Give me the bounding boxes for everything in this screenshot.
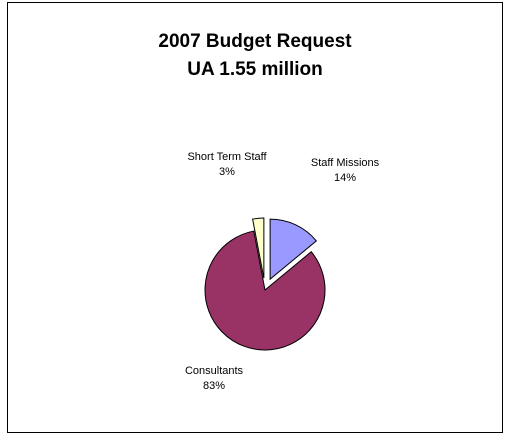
slice-value-label: 14% xyxy=(334,172,356,184)
pie-slice-consultants xyxy=(204,230,326,351)
pie-slice-short-term-staff xyxy=(252,217,265,279)
pie-slices xyxy=(204,217,326,351)
chart-frame: 2007 Budget Request UA 1.55 million xyxy=(7,2,503,433)
slice-label: Short Term Staff xyxy=(187,151,267,163)
slice-label: Staff Missions xyxy=(311,157,380,169)
slice-label: Consultants xyxy=(185,365,244,377)
pie-slice-staff-missions xyxy=(269,218,318,281)
pie-labels: Staff Missions 14% Consultants 83% Short Ter… xyxy=(185,151,380,392)
slice-value-label: 83% xyxy=(203,380,225,392)
slice-value-label: 3% xyxy=(219,166,235,178)
chart-subtitle: UA 1.55 million xyxy=(187,59,323,80)
chart-title: 2007 Budget Request xyxy=(158,31,352,52)
